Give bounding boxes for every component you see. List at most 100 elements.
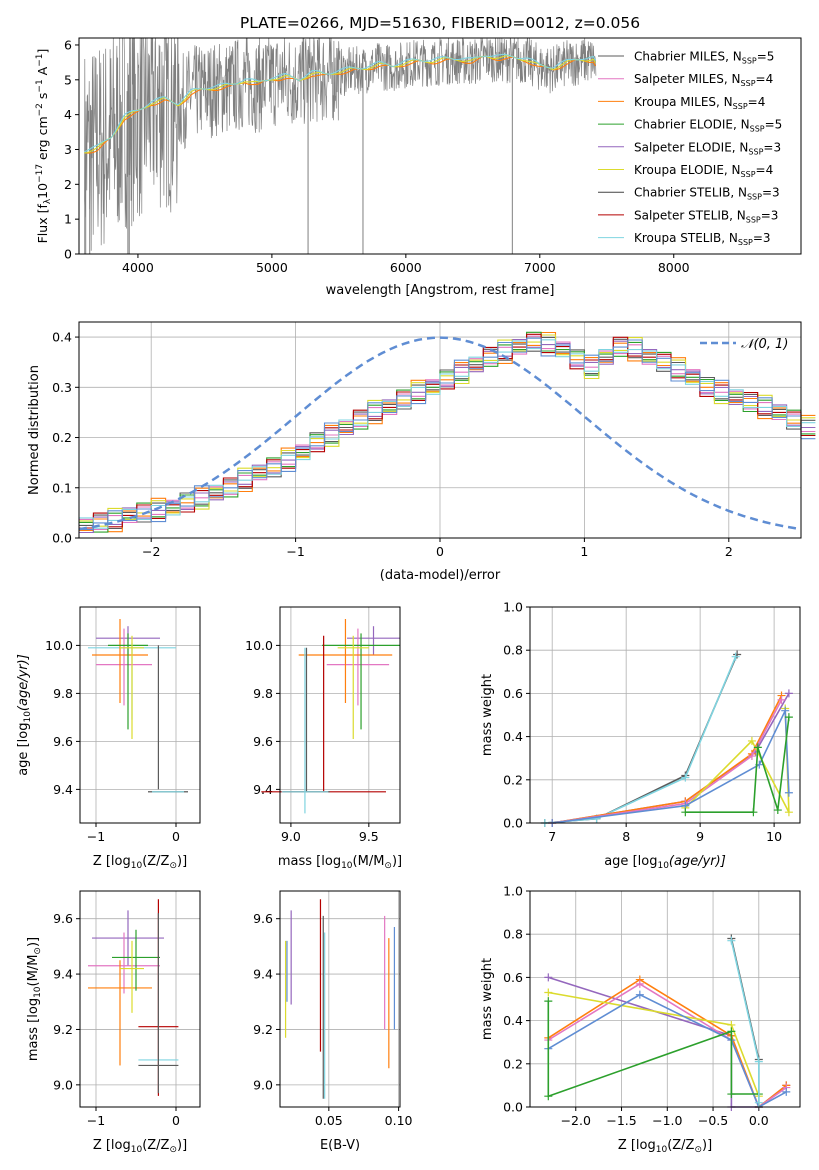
age-weight-panel: 7 8 9 10 0.0 0.2 0.4 0.6 0.8 1.0 age [log10(age/y… [480,600,801,871]
x-tick-label: 0 [436,544,444,559]
histogram-kroupa_miles [79,331,816,533]
y-tick-label: 1.0 [503,884,523,899]
x-tick-label: −1 [87,829,105,844]
legend-label-normal: 𝒩(0, 1) [741,337,788,352]
model-spectrum-kroupa_miles [84,55,596,154]
x-tick-label: 10 [766,829,782,844]
y-tick-label: 0.1 [52,480,72,495]
x-tick-label: 1 [580,544,588,559]
errorbar-chabrier_miles [138,913,179,1094]
legend-count: =4 [756,72,774,86]
z-mass-axes-frame [79,890,201,1108]
legend-entry-label: Salpeter ELODIE, NSSP=3 [634,140,781,156]
x-tick-label: −1.5 [606,1113,636,1128]
spectrum-y-axis-label: Flux [fλ10−17 erg cm−2 s−1 A−1] [35,49,53,244]
y-tick-label: 9.6 [53,911,73,926]
y-tick-label: 0.2 [52,430,72,445]
z-age-plot-area: −1 0 9.4 9.6 9.8 10.0 [45,607,200,844]
histogram-kroupa_elodie [79,334,816,527]
z-mass-y-axis-label: mass [log10(M/M⊙)] [26,937,43,1061]
residual-plot-area [78,331,816,534]
histogram-salpeter_elodie [79,339,816,534]
errorbar-salpeter_miles [96,628,152,706]
errorbar-chabrier_elodie [108,633,148,730]
histogram-kroupa_stelib [79,339,816,529]
plus-marker [544,997,553,1006]
legend-subscript: SSP [741,170,756,179]
legend-entry-label: Kroupa STELIB, NSSP=3 [634,231,771,247]
y-tick-label: 0.0 [503,1100,523,1115]
residual-legend: 𝒩(0, 1) [700,337,788,352]
x-tick-label: 6000 [390,260,422,275]
z-age-axes-frame [79,606,201,824]
y-tick-label: 0.4 [503,1013,523,1028]
plus-marker [782,1087,791,1096]
y-tick-label: 0.6 [503,970,523,985]
errorbar-kroupa_miles [92,619,148,703]
plus-marker [777,695,786,704]
y-tick-label: 9.8 [53,686,73,701]
z-weight-axes-frame [529,890,801,1108]
legend-subscript: SSP [738,238,753,247]
y-tick-label: 9.2 [53,1022,73,1037]
model-spectrum-kroupa_stelib [84,53,596,153]
x-tick-label: 0.10 [385,1113,413,1128]
legend-subscript: SSP [748,147,763,156]
legend-count: =5 [757,50,775,64]
z-age-x-axis-label: Z [log10(Z/Z⊙)] [93,854,187,871]
y-tick-label: 10.0 [45,638,73,653]
legend-count: =3 [763,140,781,154]
plus-marker [754,1098,763,1107]
histogram-chabrier_elodie [79,331,816,533]
histogram-normal_curve [79,337,816,531]
plus-marker [773,806,782,815]
z-mass-panel: −1 0 9.0 9.2 9.4 9.6 Z [log10(Z/Z⊙)] mass [lo… [26,890,201,1155]
residual-grid: −2 −1 0 1 2 0.0 0.1 0.2 0.3 0.4 [52,322,801,559]
y-tick-label: 0.0 [52,531,72,546]
ebv-mass-panel: 0.05 0.10 9.0 9.2 9.4 9.6 E(B-V) [253,890,413,1153]
plus-marker [747,736,756,745]
legend-subscript: SSP [750,125,765,134]
mass-age-axes-frame [279,606,401,824]
legend-count: =5 [765,118,783,132]
plus-marker [747,752,756,761]
legend-entry-label: Kroupa MILES, NSSP=4 [634,95,765,111]
spectrum-x-axis-label: wavelength [Angstrom, rest frame] [326,283,555,298]
mass-age-x-axis-label: mass [log10(M/M⊙)] [278,854,402,871]
legend-subscript: SSP [746,215,761,224]
y-tick-label: 0.3 [52,380,72,395]
plus-marker [784,713,793,722]
x-tick-label: 0.0 [749,1113,769,1128]
y-tick-label: 0.2 [503,772,523,787]
y-tick-label: 0.0 [503,816,523,831]
y-tick-label: 9.4 [53,782,73,797]
spectrum-panel: PLATE=0266, MJD=51630, FIBERID=0012, z=0… [35,14,802,298]
y-tick-label: 9.4 [253,967,273,982]
y-tick-label: 10.0 [245,638,273,653]
x-tick-label: 8 [622,829,630,844]
age-weight-axes-frame [529,606,801,824]
legend-subscript: SSP [733,102,748,111]
legend-count: =3 [761,208,779,222]
errorbar-kroupa_miles [88,960,152,1066]
ebv-mass-x-axis-label: E(B-V) [320,1138,360,1153]
z-mass-plot-area: −1 0 9.0 9.2 9.4 9.6 [53,891,200,1128]
errorbar-chabrier_elodie [112,929,160,991]
legend-text: Salpeter MILES, N [634,72,741,86]
z-weight-x-axis-label: Z [log10(Z/Z⊙)] [618,1138,712,1155]
z-age-panel: −1 0 9.4 9.6 9.8 10.0 Z [log10(Z/Z⊙)] age [lo… [16,606,201,871]
mass-age-panel: 9.0 9.5 9.4 9.6 9.8 10.0 mass [log10(M/M⊙)] [245,606,402,871]
y-tick-label: 9.4 [53,967,73,982]
x-tick-label: 7000 [524,260,556,275]
y-tick-label: 0.4 [52,330,72,345]
plus-marker [544,973,553,982]
plus-marker [635,979,644,988]
residual-axes-frame [78,321,802,539]
weight-line-salpeter_miles [552,699,783,824]
x-tick-label: 9.0 [281,829,301,844]
x-tick-label: 0.05 [315,1113,343,1128]
legend-entry-label: Kroupa ELODIE, NSSP=4 [634,163,773,179]
errorbar-salpeter_elodie [92,910,164,966]
errorbar-kroupa_stelib [281,647,329,814]
